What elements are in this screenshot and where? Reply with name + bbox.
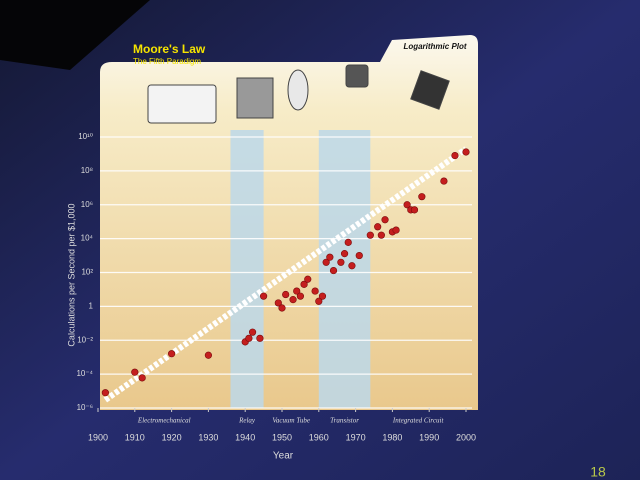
- dark-corner: [0, 0, 150, 70]
- data-point: [403, 201, 411, 209]
- x-tick-label: 2000: [456, 432, 476, 442]
- data-point: [451, 151, 459, 160]
- data-point: [282, 290, 290, 299]
- data-point: [138, 374, 146, 382]
- icon-relay: [236, 77, 274, 119]
- data-point: [381, 216, 389, 224]
- data-point: [289, 296, 297, 304]
- y-axis-label: Calculations per Second per $1,000: [66, 203, 76, 346]
- data-point: [337, 258, 345, 266]
- data-point: [329, 266, 338, 275]
- data-point: [248, 328, 257, 336]
- data-point: [168, 350, 176, 358]
- slide-number: 18: [590, 464, 606, 480]
- plot-panel: [100, 35, 478, 410]
- data-point: [300, 280, 308, 288]
- x-tick-label: 1910: [125, 432, 145, 442]
- x-tick-label: 1940: [235, 432, 255, 442]
- y-tick-label: 10⁴: [81, 234, 94, 243]
- y-tick-label: 10¹⁰: [78, 132, 93, 141]
- data-point: [348, 262, 356, 270]
- plot-label: Logarithmic Plot: [403, 42, 466, 51]
- era-label: Transistor: [330, 417, 359, 425]
- data-point: [245, 334, 253, 342]
- data-point: [410, 206, 419, 214]
- y-tick-label: 10⁶: [81, 200, 93, 209]
- era-label: Relay: [238, 417, 256, 425]
- chart-subtitle: The Fifth Paradigm: [133, 57, 201, 66]
- data-point: [326, 253, 334, 261]
- era-label: Integrated Circuit: [392, 417, 445, 425]
- icon-transistor: [345, 64, 369, 88]
- data-point: [318, 292, 327, 300]
- data-point: [392, 226, 400, 234]
- data-point: [256, 334, 264, 342]
- data-point: [366, 231, 374, 239]
- data-point: [355, 251, 363, 260]
- data-point: [304, 275, 312, 283]
- data-point: [260, 292, 268, 300]
- x-tick-label: 1950: [272, 432, 292, 442]
- data-point: [204, 351, 212, 359]
- data-point: [293, 287, 301, 295]
- y-tick-label: 10⁻⁶: [77, 403, 93, 412]
- x-tick-label: 1930: [198, 432, 218, 442]
- x-tick-label: 1960: [309, 432, 329, 442]
- y-tick-label: 10⁻²: [77, 335, 93, 344]
- data-point: [278, 304, 286, 312]
- data-point: [462, 148, 470, 156]
- era-label: Vacuum Tube: [272, 417, 310, 425]
- era-band: [230, 130, 264, 408]
- chart-title: Moore's Law: [133, 42, 206, 56]
- x-tick-label: 1970: [346, 432, 366, 442]
- data-point: [418, 193, 426, 201]
- icon-vacuum-tube: [287, 69, 309, 111]
- era-label: Electromechanical: [137, 417, 191, 425]
- y-tick-label: 1: [89, 301, 94, 310]
- data-point: [340, 250, 349, 258]
- data-point: [440, 177, 448, 185]
- data-point: [101, 389, 109, 397]
- x-tick-label: 1900: [88, 432, 108, 442]
- y-tick-label: 10⁸: [81, 166, 93, 175]
- era-band: [318, 130, 371, 408]
- trend-line: [103, 146, 468, 403]
- y-tick-label: 10²: [81, 268, 93, 277]
- x-axis-label: Year: [273, 451, 294, 462]
- data-point: [131, 368, 139, 376]
- data-point: [377, 231, 385, 239]
- icons: [147, 64, 450, 124]
- data-point: [344, 238, 352, 246]
- data-point: [296, 292, 305, 300]
- data-point: [322, 258, 330, 266]
- icon-punchcard: [147, 84, 217, 124]
- x-tick-label: 1920: [162, 432, 182, 442]
- icon-chip: [410, 70, 450, 110]
- y-tick-label: 10⁻⁴: [76, 369, 93, 378]
- data-point: [311, 287, 319, 295]
- data-point: [374, 223, 382, 231]
- data-point: [315, 297, 323, 305]
- x-tick-label: 1980: [382, 432, 402, 442]
- data-point: [274, 299, 282, 307]
- x-tick-label: 1990: [419, 432, 439, 442]
